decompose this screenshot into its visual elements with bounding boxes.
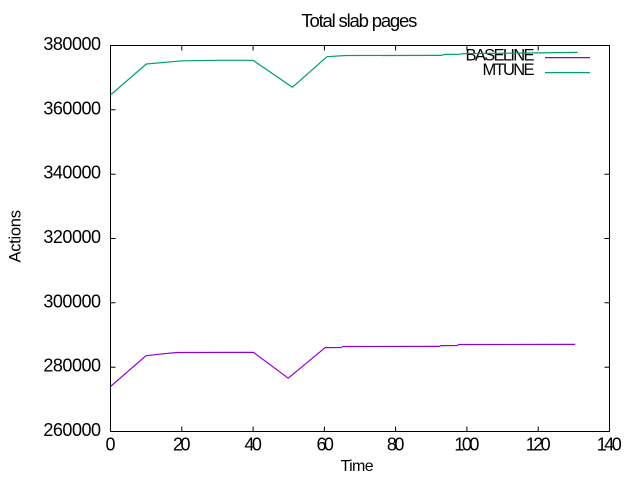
svg-text:MTUNE: MTUNE <box>483 61 535 79</box>
svg-text:260000: 260000 <box>43 420 101 440</box>
svg-text:320000: 320000 <box>43 227 101 247</box>
svg-text:140: 140 <box>597 434 622 454</box>
svg-text:Total slab pages: Total slab pages <box>301 10 417 31</box>
svg-text:300000: 300000 <box>43 291 101 311</box>
svg-text:20: 20 <box>173 434 191 454</box>
svg-text:BASELINE: BASELINE <box>466 47 535 65</box>
svg-text:Actions: Actions <box>6 210 24 262</box>
svg-text:80: 80 <box>387 434 405 454</box>
svg-text:120: 120 <box>526 434 551 454</box>
svg-text:60: 60 <box>316 434 334 454</box>
svg-text:40: 40 <box>244 434 262 454</box>
svg-text:Time: Time <box>341 458 374 475</box>
svg-text:340000: 340000 <box>43 163 101 183</box>
svg-text:100: 100 <box>454 434 479 454</box>
svg-text:280000: 280000 <box>43 356 101 376</box>
svg-text:380000: 380000 <box>43 34 101 54</box>
svg-text:0: 0 <box>105 434 115 454</box>
svg-text:360000: 360000 <box>43 98 101 118</box>
